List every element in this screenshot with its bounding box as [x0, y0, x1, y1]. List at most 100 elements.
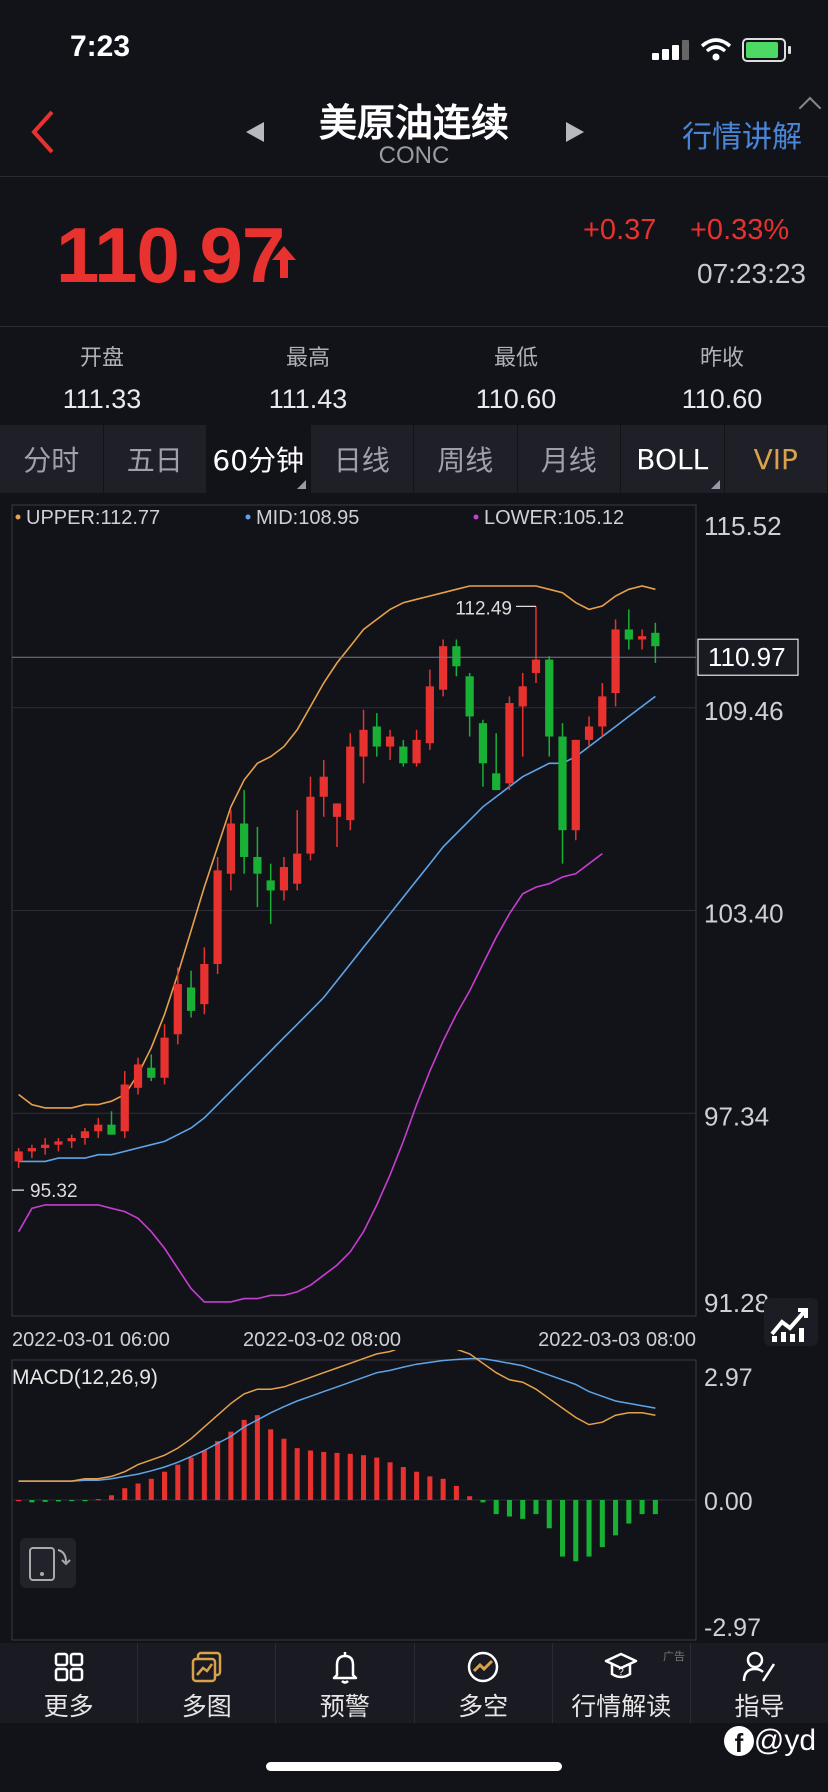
macd-chart[interactable]: 2.97 0.00 -2.97 MACD(12,26,9)	[0, 1350, 828, 1643]
stat-label: 开盘	[79, 346, 124, 371]
period-tabs: 分时 五日 60分钟 日线 周线 月线 BOLL VIP	[0, 425, 828, 493]
stat-high: 最高 111.43	[238, 340, 378, 415]
candle-body	[41, 1144, 50, 1149]
macd-histogram-bar	[201, 1450, 207, 1500]
next-instrument-icon[interactable]	[566, 122, 584, 142]
back-icon[interactable]	[28, 108, 58, 156]
home-indicator[interactable]	[266, 1762, 562, 1771]
person-pen-icon	[743, 1651, 776, 1682]
signal-icon	[652, 40, 692, 60]
x-tick-label: 2022-03-01 06:00	[12, 1329, 170, 1351]
tab-intraday[interactable]: 分时	[0, 425, 104, 493]
boll-mid-line	[18, 695, 656, 1163]
rotate-screen-button[interactable]	[20, 1538, 76, 1588]
stat-value: 110.60	[475, 384, 557, 414]
macd-histogram-bar	[108, 1495, 115, 1500]
macd-histogram-bar	[546, 1500, 552, 1529]
tab-label: BOLL	[636, 442, 709, 476]
macd-label: MACD(12,26,9)	[12, 1366, 158, 1389]
macd-histogram-bar	[361, 1455, 367, 1500]
macd-histogram-bar	[215, 1441, 221, 1500]
macd-histogram-bar	[188, 1457, 194, 1500]
last-price: 110.97	[56, 211, 285, 299]
stat-label: 昨收	[699, 346, 744, 371]
candle-body	[160, 1037, 169, 1078]
tab-vip[interactable]: VIP	[725, 425, 828, 493]
legend-label: LOWER:105.12	[484, 507, 624, 529]
candlestick-chart[interactable]: 115.52 109.46 103.40 97.34 91.28 110.97 112.49…	[0, 493, 828, 1363]
stat-value: 111.33	[62, 384, 142, 414]
candle-body	[332, 803, 342, 817]
toolbar-guidance-button[interactable]: 指导	[691, 1643, 828, 1723]
candle-body	[94, 1124, 103, 1132]
macd-histogram-bar	[82, 1500, 88, 1502]
prev-instrument-icon[interactable]	[246, 122, 264, 142]
tab-60min[interactable]: 60分钟	[207, 425, 311, 493]
candle-body	[293, 853, 302, 884]
legend-label: MID:108.95	[256, 507, 359, 529]
y-tick-label: 97.34	[704, 1101, 769, 1131]
legend-label: UPPER:112.77	[26, 507, 160, 529]
macd-y-tick-label: 2.97	[704, 1364, 753, 1392]
macd-histogram-bar	[387, 1462, 393, 1500]
toolbar-alert-button[interactable]: 预警	[276, 1643, 415, 1723]
tab-weekly[interactable]: 周线	[414, 425, 518, 493]
watermark: @yd	[753, 1724, 816, 1757]
macd-histogram-bar	[506, 1500, 512, 1517]
tab-daily[interactable]: 日线	[311, 425, 414, 493]
min-price-label: 95.32	[30, 1181, 78, 1202]
macd-histogram-bar	[347, 1453, 353, 1500]
candle-body	[399, 746, 408, 764]
candle-body	[27, 1148, 37, 1152]
macd-histogram-bar	[520, 1500, 526, 1519]
macd-histogram-bar	[228, 1431, 234, 1500]
macd-histogram-bar	[29, 1500, 35, 1503]
candle-body	[120, 1084, 129, 1132]
macd-histogram-bar	[440, 1478, 446, 1500]
candle-body	[611, 629, 620, 694]
candle-body	[372, 726, 381, 747]
last-price-box	[697, 638, 799, 676]
macd-histogram-bar	[42, 1500, 48, 1502]
wifi-icon	[700, 38, 732, 61]
tab-monthly[interactable]: 月线	[518, 425, 621, 493]
tab-label: VIP	[753, 442, 798, 476]
legend-dot	[15, 514, 21, 520]
up-arrow-icon	[272, 246, 296, 278]
bell-icon	[332, 1652, 358, 1684]
graduation-cap-icon: ?	[605, 1652, 638, 1679]
toolbar-market-reading-button[interactable]: ? 行情解读	[553, 1643, 691, 1723]
macd-dea-line	[18, 1357, 656, 1482]
candle-body	[425, 686, 434, 744]
boll-lower-line	[17, 852, 603, 1303]
macd-histogram-bar	[241, 1419, 247, 1500]
macd-histogram-bar	[334, 1452, 340, 1500]
macd-histogram-bar	[135, 1483, 141, 1500]
macd-histogram-bar	[573, 1500, 579, 1562]
toolbar-long-short-button[interactable]: 多空	[415, 1643, 553, 1723]
chart-trend-button[interactable]	[764, 1298, 818, 1346]
toolbar-multi-chart-button[interactable]: 多图	[138, 1643, 277, 1723]
candle-body	[306, 796, 315, 854]
macd-histogram-bar	[55, 1500, 61, 1502]
toolbar-more-button[interactable]: 更多	[0, 1643, 139, 1723]
candle-body	[465, 676, 474, 717]
tab-boll[interactable]: BOLL	[621, 425, 725, 493]
macd-histogram-bar	[148, 1478, 154, 1500]
tab-five-day[interactable]: 五日	[104, 425, 207, 493]
candle-body	[133, 1064, 143, 1088]
legend-dot	[245, 514, 251, 520]
macd-histogram-bar	[294, 1448, 300, 1500]
candle-body	[226, 823, 235, 874]
macd-histogram-bar	[586, 1500, 592, 1557]
stat-low: 最低 110.60	[446, 340, 586, 415]
candle-body	[80, 1131, 90, 1139]
market-explain-link[interactable]: 行情讲解	[682, 120, 802, 155]
status-time: 7:23	[70, 30, 131, 63]
macd-histogram-bar	[533, 1500, 539, 1515]
tab-label: 分时	[23, 444, 80, 477]
macd-y-tick-label: -2.97	[704, 1614, 761, 1642]
candle-body	[147, 1067, 156, 1078]
battery-icon	[742, 38, 791, 62]
macd-histogram-bar	[16, 1500, 22, 1502]
